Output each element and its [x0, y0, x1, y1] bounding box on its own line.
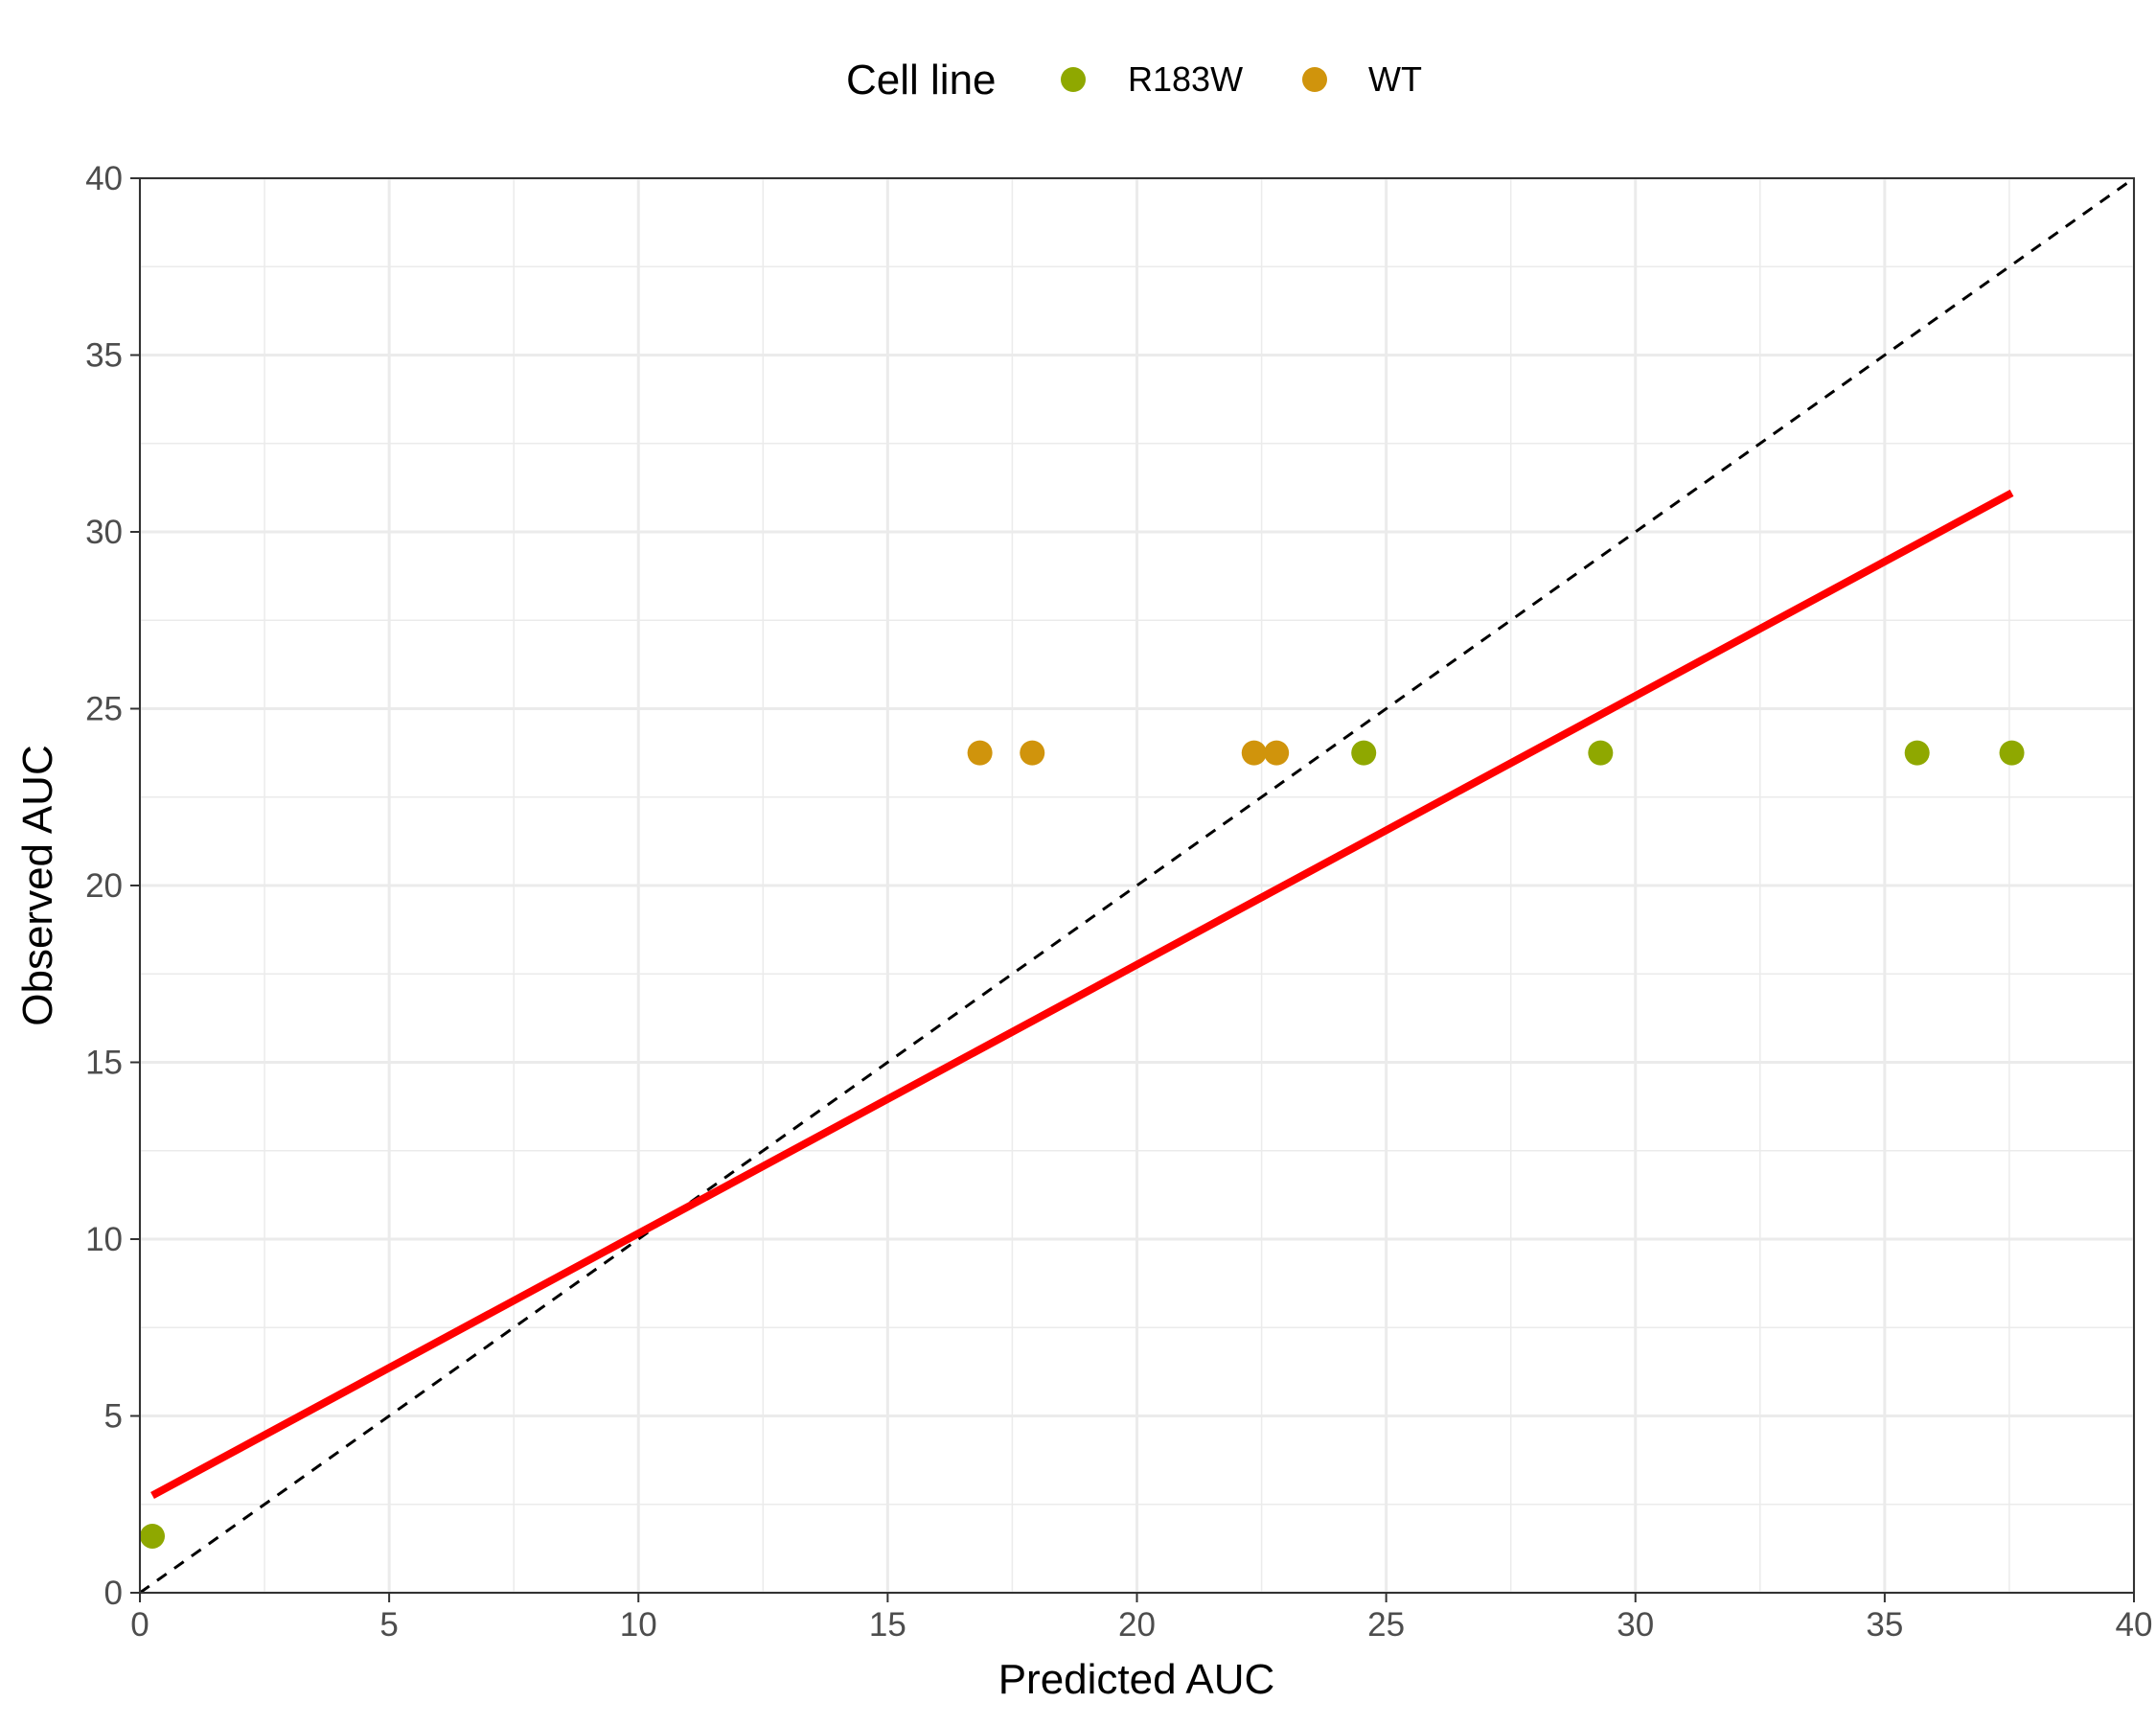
x-tick-label: 0 [130, 1606, 149, 1644]
identity-line [139, 176, 2135, 1595]
legend-label-r183w: R183W [1128, 59, 1243, 99]
data-point-r183w [1999, 740, 2025, 766]
legend-marker-r183w [1061, 67, 1086, 92]
x-tick-label: 40 [2116, 1606, 2153, 1644]
legend-marker-wt [1302, 67, 1327, 92]
x-axis: 0 5 10 15 20 25 30 35 40 [130, 1593, 2152, 1644]
y-tick-label: 0 [104, 1575, 123, 1612]
data-point-r183w [1588, 740, 1614, 766]
x-tick-label: 25 [1367, 1606, 1405, 1644]
data-point-r183w [1904, 740, 1930, 766]
y-tick-label: 30 [85, 514, 123, 551]
data-point-r183w [140, 1523, 166, 1549]
legend: Cell line R183W WT [846, 57, 1422, 104]
reference-lines [139, 176, 2135, 1595]
y-axis-label: Observed AUC [14, 745, 61, 1025]
y-tick-label: 40 [85, 160, 123, 197]
x-tick-label: 5 [379, 1606, 398, 1644]
data-point-wt [1241, 740, 1267, 766]
y-tick-label: 35 [85, 337, 123, 375]
y-tick-label: 25 [85, 691, 123, 728]
y-axis: 0 5 10 15 20 25 30 35 40 [85, 160, 140, 1612]
y-tick-label: 10 [85, 1221, 123, 1258]
data-points [140, 740, 2025, 1549]
y-tick-label: 5 [104, 1398, 123, 1436]
data-point-wt [1020, 740, 1045, 766]
x-tick-label: 35 [1866, 1606, 1903, 1644]
x-tick-label: 10 [620, 1606, 657, 1644]
data-point-r183w [1351, 740, 1377, 766]
fit-line [150, 489, 2014, 1500]
x-axis-label: Predicted AUC [998, 1656, 1275, 1703]
y-tick-label: 20 [85, 867, 123, 905]
x-tick-label: 30 [1617, 1606, 1654, 1644]
data-point-wt [1264, 740, 1290, 766]
y-tick-label: 15 [85, 1045, 123, 1082]
data-point-wt [967, 740, 993, 766]
x-tick-label: 20 [1118, 1606, 1156, 1644]
plot-area [138, 176, 2136, 1595]
x-tick-label: 15 [869, 1606, 906, 1644]
legend-title: Cell line [846, 57, 997, 104]
legend-label-wt: WT [1368, 59, 1422, 99]
